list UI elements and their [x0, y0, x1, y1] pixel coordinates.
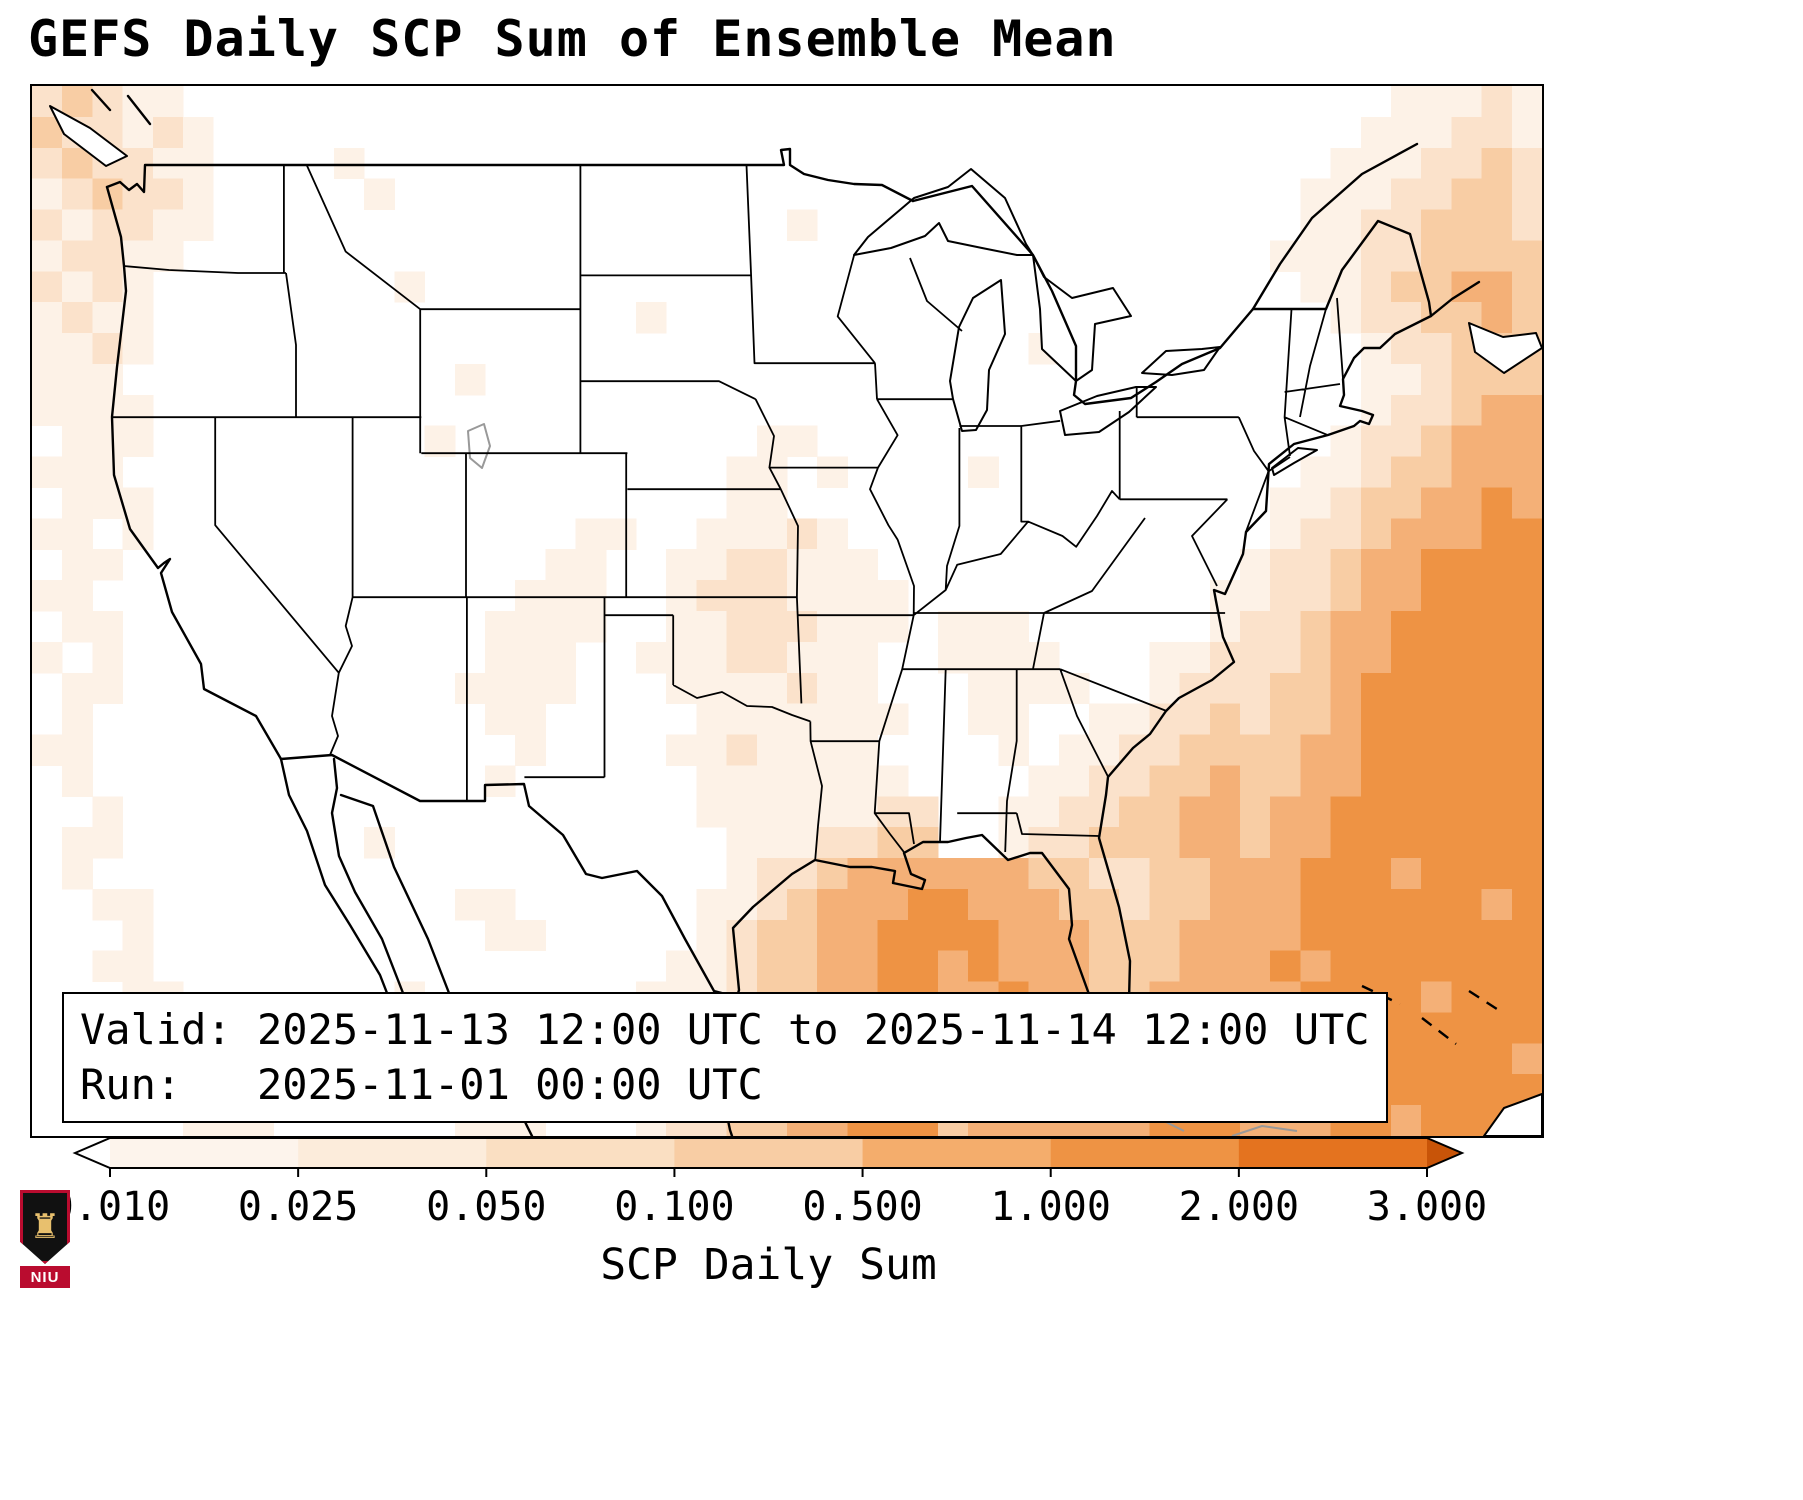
bahamas-3	[1468, 989, 1501, 1013]
colorbar-tick-labels: 0.010 0.025 0.050 0.100 0.500 1.000 2.000 3.000	[30, 1184, 1540, 1230]
state-borders-layer	[112, 164, 1344, 861]
colorbar-tick-label: 0.100	[614, 1184, 735, 1230]
us-map	[32, 86, 1542, 1136]
lake-superior	[853, 168, 1034, 256]
colorbar-tick-label: 0.500	[802, 1184, 923, 1230]
valid-run-box: Valid: 2025-11-13 12:00 UTC to 2025-11-1…	[62, 992, 1388, 1123]
chart-title: GEFS Daily SCP Sum of Ensemble Mean	[28, 10, 1117, 68]
map-panel: Valid: 2025-11-13 12:00 UTC to 2025-11-1…	[30, 84, 1544, 1138]
colorbar-tick-label: 1.000	[990, 1184, 1111, 1230]
run-line: Run: 2025-11-01 00:00 UTC	[80, 1060, 763, 1110]
colorbar-tick-label: 3.000	[1366, 1184, 1488, 1230]
niu-logo: ♜ NIU	[20, 1190, 72, 1294]
lake-ontario	[1141, 346, 1221, 376]
new-brunswick-coast	[1429, 280, 1481, 318]
niu-logo-text: NIU	[20, 1266, 70, 1288]
nova-scotia	[1468, 322, 1542, 374]
cuba-coast-2	[1231, 1124, 1298, 1136]
lake-michigan	[949, 279, 1006, 432]
lake-huron	[1032, 254, 1132, 382]
colorbar-tick-label: 2.000	[1178, 1184, 1300, 1230]
bahamas-2	[1421, 1017, 1457, 1045]
bc-coast-squiggles	[90, 88, 152, 126]
west-coast	[105, 185, 283, 761]
castle-icon: ♜	[29, 1207, 61, 1247]
lake-erie	[1059, 386, 1157, 436]
long-island	[1271, 447, 1318, 476]
great-salt-lake	[467, 423, 491, 469]
vancouver-island	[49, 105, 128, 167]
state-borders	[112, 164, 1344, 861]
colorbar-tick-label: 0.025	[237, 1184, 359, 1230]
border-through-lakes	[911, 184, 1255, 406]
lakes-layer	[49, 105, 1542, 1136]
cuba-land-corner	[1483, 1093, 1542, 1136]
colorbar	[72, 1137, 1465, 1177]
colorbar-label: SCP Daily Sum	[600, 1240, 937, 1290]
niu-shield-icon: ♜	[20, 1190, 70, 1264]
colorbar-tick-label: 0.050	[426, 1184, 547, 1230]
scp-heatmap-layer	[32, 86, 1542, 1136]
valid-line: Valid: 2025-11-13 12:00 UTC to 2025-11-1…	[80, 1005, 1370, 1054]
mexico-border	[279, 753, 739, 999]
canada-st-lawrence	[1251, 142, 1419, 311]
conus-outline	[105, 147, 915, 203]
